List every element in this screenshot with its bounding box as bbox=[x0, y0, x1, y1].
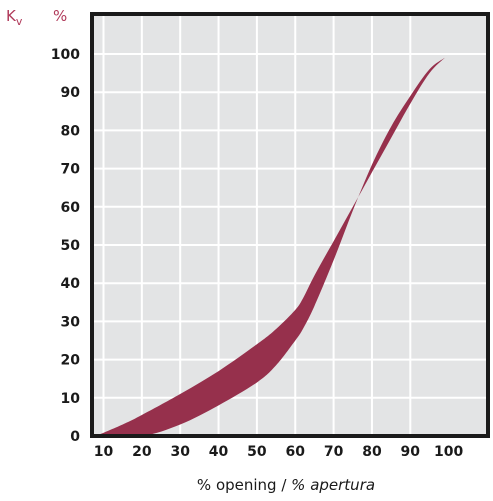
y-axis-label: Kv bbox=[6, 7, 23, 28]
y-tick-label: 90 bbox=[61, 85, 81, 101]
x-tick-label: 40 bbox=[209, 444, 229, 460]
x-tick-label: 30 bbox=[170, 444, 190, 460]
x-axis-label-italic: % apertura bbox=[291, 476, 375, 494]
y-tick-label: 70 bbox=[61, 162, 81, 178]
y-tick-label: 100 bbox=[51, 47, 80, 63]
y-tick-label: 80 bbox=[61, 123, 81, 139]
plot-background bbox=[92, 14, 488, 436]
plot-frame bbox=[90, 12, 490, 438]
y-tick-label: 10 bbox=[61, 391, 81, 407]
y-tick-label: 20 bbox=[61, 353, 81, 369]
x-tick-label: 100 bbox=[434, 444, 463, 460]
x-axis-label: % opening / % apertura bbox=[197, 476, 375, 494]
x-axis-label-main: % opening / bbox=[197, 476, 291, 494]
x-tick-label: 70 bbox=[324, 444, 344, 460]
x-tick-label: 90 bbox=[401, 444, 421, 460]
y-tick-label: 60 bbox=[61, 200, 81, 216]
x-tick-label: 80 bbox=[362, 444, 382, 460]
tick-labels: 10 20 30 40 50 60 70 80 90 100 0 10 20 30 40 50 60 70 80 90… bbox=[51, 47, 464, 460]
grid bbox=[92, 14, 488, 436]
y-axis-subscript: v bbox=[16, 15, 23, 28]
x-tick-label: 50 bbox=[247, 444, 267, 460]
y-tick-label: 0 bbox=[70, 429, 80, 445]
y-axis-unit: % bbox=[53, 7, 67, 25]
kv-band-area bbox=[95, 57, 445, 437]
y-tick-label: 30 bbox=[61, 314, 81, 330]
x-tick-label: 60 bbox=[286, 444, 306, 460]
y-tick-label: 40 bbox=[61, 276, 81, 292]
y-axis-symbol: K bbox=[6, 7, 17, 25]
y-tick-label: 50 bbox=[61, 238, 81, 254]
x-tick-label: 20 bbox=[132, 444, 152, 460]
x-tick-label: 10 bbox=[94, 444, 114, 460]
